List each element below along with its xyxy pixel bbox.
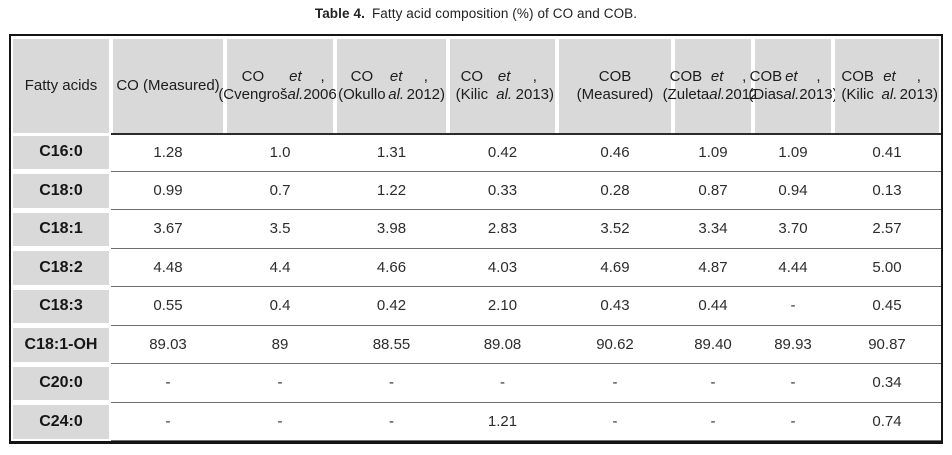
table-cell: - bbox=[557, 364, 673, 403]
table-cell: 89 bbox=[225, 326, 335, 364]
table-cell: 5.00 bbox=[833, 249, 941, 287]
table-row: C18:2 4.48 4.4 4.66 4.03 4.69 4.87 4.44 5.00 bbox=[11, 249, 941, 287]
table-cell: 2.10 bbox=[448, 287, 557, 326]
table-cell: 1.0 bbox=[225, 133, 335, 172]
table-row: C18:3 0.55 0.4 0.42 2.10 0.43 0.44-0.45 bbox=[11, 287, 941, 326]
table-cell: - bbox=[111, 403, 225, 441]
table-row: C20:0- - - - - - -0.34 bbox=[11, 364, 941, 403]
table-cell: 4.66 bbox=[335, 249, 448, 287]
table-cell: 0.99 bbox=[111, 172, 225, 210]
table-cell: 0.42 bbox=[448, 133, 557, 172]
header-row: Fatty acids CO (Measured) CO (Cvengroš et … bbox=[11, 36, 941, 133]
table-cell: 3.34 bbox=[673, 210, 753, 249]
table-cell: 89.08 bbox=[448, 326, 557, 364]
table-cell: 3.5 bbox=[225, 210, 335, 249]
row-label: C18:0 bbox=[13, 174, 109, 208]
table-cell: - bbox=[753, 364, 833, 403]
column-header: CO (Kilic et al., 2013) bbox=[450, 39, 555, 133]
table-cell: 1.22 bbox=[335, 172, 448, 210]
table-cell: 1.28 bbox=[111, 133, 225, 172]
table-cell: 0.43 bbox=[557, 287, 673, 326]
column-header: Fatty acids bbox=[13, 39, 109, 133]
table-cell: 90.62 bbox=[557, 326, 673, 364]
table-cell: - bbox=[673, 364, 753, 403]
table-cell: 4.87 bbox=[673, 249, 753, 287]
table-cell: 4.44 bbox=[753, 249, 833, 287]
table-cell: 0.33 bbox=[448, 172, 557, 210]
table-row: C18:0 0.99 0.7 1.22 0.33 0.28 0.87 0.94 0.13 bbox=[11, 172, 941, 210]
table-cell: - bbox=[673, 403, 753, 441]
table-cell: 89.93 bbox=[753, 326, 833, 364]
column-header: CO (Okullo et al., 2012) bbox=[337, 39, 446, 133]
table-cell: 0.34 bbox=[833, 364, 941, 403]
table-caption-text: Fatty acid composition (%) of CO and COB… bbox=[371, 6, 638, 21]
table-cell: 0.7 bbox=[225, 172, 335, 210]
table-cell: - bbox=[557, 403, 673, 441]
table-cell: - bbox=[225, 364, 335, 403]
table-caption-label: Table 4. bbox=[314, 6, 365, 21]
table-body: C16:0 1.28 1.0 1.31 0.42 0.46 1.09 1.09 0.41 C18:… bbox=[11, 133, 941, 441]
row-label: C18:3 bbox=[13, 289, 109, 323]
table-cell: 0.44 bbox=[673, 287, 753, 326]
table-cell: 1.09 bbox=[753, 133, 833, 172]
row-label: C18:1 bbox=[13, 212, 109, 246]
column-header: COB (Zuleta et al., 2012) bbox=[663, 39, 763, 133]
table-cell: 88.55 bbox=[335, 326, 448, 364]
table-cell: - bbox=[335, 403, 448, 441]
table-cell: 0.42 bbox=[335, 287, 448, 326]
table-cell: 0.4 bbox=[225, 287, 335, 326]
table-cell: 4.48 bbox=[111, 249, 225, 287]
column-header: COB (Kilic et al., 2013) bbox=[835, 39, 939, 133]
table-cell: 2.57 bbox=[833, 210, 941, 249]
table-cell: 89.03 bbox=[111, 326, 225, 364]
table-cell: 0.74 bbox=[833, 403, 941, 441]
table-cell: 90.87 bbox=[833, 326, 941, 364]
table-cell: 1.31 bbox=[335, 133, 448, 172]
column-header: CO (Measured) bbox=[113, 39, 223, 133]
table-cell: 0.45 bbox=[833, 287, 941, 326]
column-header: CO (Cvengroš et al., 2006) bbox=[218, 39, 342, 133]
table-cell: - bbox=[753, 403, 833, 441]
table-cell: 0.94 bbox=[753, 172, 833, 210]
table-cell: 1.21 bbox=[448, 403, 557, 441]
table-cell: 4.69 bbox=[557, 249, 673, 287]
table-row: C24:0- - -1.21- - -0.74 bbox=[11, 403, 941, 441]
table-cell: 89.40 bbox=[673, 326, 753, 364]
table-cell: 3.70 bbox=[753, 210, 833, 249]
table-cell: 1.09 bbox=[673, 133, 753, 172]
table-cell: 3.67 bbox=[111, 210, 225, 249]
row-label: C24:0 bbox=[13, 405, 109, 439]
column-header: COB (Measured) bbox=[559, 39, 671, 133]
table-cell: 0.28 bbox=[557, 172, 673, 210]
table-cell: - bbox=[335, 364, 448, 403]
table-cell: 0.87 bbox=[673, 172, 753, 210]
table-cell: 0.13 bbox=[833, 172, 941, 210]
row-label: C16:0 bbox=[13, 135, 109, 169]
row-label: C18:1-OH bbox=[13, 328, 109, 362]
table-cell: 0.46 bbox=[557, 133, 673, 172]
table-cell: 3.52 bbox=[557, 210, 673, 249]
column-header: COB (Dias et al., 2013) bbox=[748, 39, 838, 133]
table-cell: - bbox=[753, 287, 833, 326]
table-cell: 0.41 bbox=[833, 133, 941, 172]
table-cell: 0.55 bbox=[111, 287, 225, 326]
table-cell: - bbox=[225, 403, 335, 441]
table-cell: 2.83 bbox=[448, 210, 557, 249]
table-cell: - bbox=[111, 364, 225, 403]
table-cell: 3.98 bbox=[335, 210, 448, 249]
table-cell: 4.4 bbox=[225, 249, 335, 287]
table-row: C18:1 3.67 3.5 3.98 2.83 3.52 3.34 3.70 2.57 bbox=[11, 210, 941, 249]
table-row: C16:0 1.28 1.0 1.31 0.42 0.46 1.09 1.09 0.41 bbox=[11, 133, 941, 172]
row-label: C18:2 bbox=[13, 251, 109, 285]
table-row: C18:1-OH 89.03 89 88.55 89.08 90.62 89.40 89.93… bbox=[11, 326, 941, 364]
table-cell: 4.03 bbox=[448, 249, 557, 287]
table-cell: - bbox=[448, 364, 557, 403]
table-caption: Table 4. Fatty acid composition (%) of CO… bbox=[0, 0, 952, 21]
row-label: C20:0 bbox=[13, 366, 109, 400]
data-table: Fatty acids CO (Measured) CO (Cvengroš et … bbox=[9, 34, 943, 444]
